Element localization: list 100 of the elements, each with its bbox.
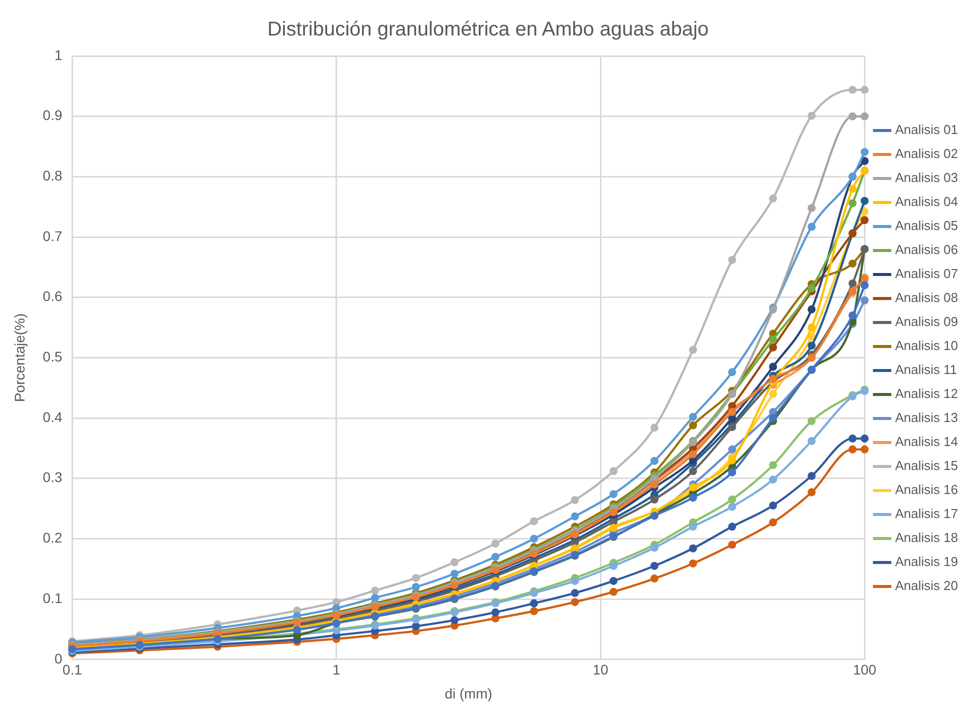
legend-label: Analisis 02 [895, 146, 958, 162]
point [450, 570, 458, 578]
point [610, 562, 618, 570]
point [848, 112, 857, 120]
point [610, 588, 618, 596]
point [689, 483, 698, 492]
point [728, 408, 736, 416]
point [370, 586, 379, 595]
legend-label: Analisis 01 [895, 122, 958, 138]
x-axis-title: di (mm) [444, 685, 492, 702]
point [728, 502, 736, 511]
point [808, 305, 816, 314]
point [808, 204, 816, 212]
legend-label: Analisis 20 [895, 578, 958, 594]
point [848, 260, 857, 268]
point [769, 343, 778, 352]
y-axis-title: Porcentaje(%) [11, 313, 28, 402]
point [650, 544, 658, 552]
point [769, 390, 778, 398]
point [370, 594, 379, 602]
point [728, 468, 736, 476]
legend-label: Analisis 08 [895, 290, 958, 306]
legend-label: Analisis 15 [895, 458, 958, 474]
x-tick-label: 100 [852, 662, 877, 678]
legend-label: Analisis 07 [895, 266, 958, 282]
point [689, 412, 698, 421]
point [689, 559, 698, 568]
point [808, 488, 816, 496]
point [769, 414, 778, 422]
point [689, 467, 698, 476]
legend-label: Analisis 16 [895, 482, 958, 498]
point [530, 599, 538, 608]
y-tick-label: 0.4 [42, 408, 62, 425]
point [412, 622, 420, 630]
point [530, 607, 538, 616]
point [412, 582, 420, 591]
y-tick-label: 0.5 [42, 348, 62, 365]
y-tick-label: 0.6 [42, 288, 62, 304]
point [808, 112, 816, 120]
point [650, 574, 658, 583]
point [689, 494, 698, 502]
point [650, 562, 658, 570]
point [728, 496, 736, 504]
point [808, 324, 816, 332]
point [808, 342, 816, 350]
point [530, 534, 538, 543]
y-tick-label: 0.7 [42, 228, 62, 244]
point [808, 472, 816, 480]
point [728, 256, 736, 264]
point [728, 540, 736, 549]
x-tick-label: 1 [332, 662, 340, 678]
point [808, 284, 816, 292]
legend-label: Analisis 10 [895, 338, 958, 354]
legend-label: Analisis 13 [895, 410, 958, 426]
point [450, 616, 458, 624]
point [570, 576, 579, 585]
legend-label: Analisis 04 [895, 194, 958, 210]
point [491, 552, 500, 561]
legend-label: Analisis 09 [895, 314, 958, 330]
point [848, 311, 857, 320]
point [728, 368, 736, 376]
x-tick-label: 10 [592, 662, 609, 678]
y-tick-label: 1 [54, 46, 62, 63]
y-tick-label: 0.9 [42, 107, 62, 124]
point [769, 194, 778, 202]
legend-label: Analisis 03 [895, 170, 958, 186]
point [769, 502, 778, 510]
point [610, 490, 618, 498]
point [450, 558, 458, 566]
point [808, 417, 816, 426]
point [610, 467, 618, 476]
point [808, 222, 816, 231]
point [689, 421, 698, 430]
y-tick-label: 0.2 [42, 530, 62, 546]
point [491, 608, 500, 616]
point [808, 436, 816, 445]
point [769, 374, 778, 383]
point [689, 346, 698, 354]
point [769, 336, 778, 344]
point [650, 424, 658, 432]
point [728, 456, 736, 464]
point [728, 445, 736, 454]
point [530, 517, 538, 526]
point [689, 450, 698, 458]
point [570, 512, 579, 520]
point [689, 544, 698, 552]
point [728, 423, 736, 432]
chart-title: Distribución granulométrica en Ambo aguas abajo [267, 18, 709, 41]
legend-label: Analisis 14 [895, 434, 958, 450]
legend-label: Analisis 12 [895, 386, 958, 402]
point [848, 86, 857, 94]
point [650, 496, 658, 504]
point [570, 589, 579, 598]
point [769, 362, 778, 371]
y-tick-label: 0 [54, 650, 62, 666]
point [650, 456, 658, 465]
point [570, 598, 579, 606]
point [412, 574, 420, 582]
point [769, 476, 778, 484]
y-tick-label: 0.3 [42, 469, 62, 486]
